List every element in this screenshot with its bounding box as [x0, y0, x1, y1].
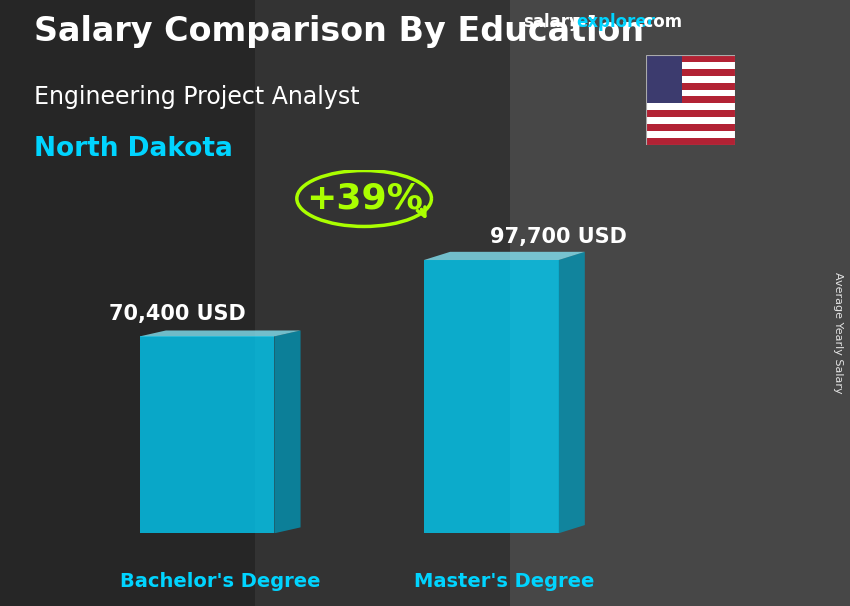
Text: explorer: explorer: [576, 13, 655, 32]
Text: 97,700 USD: 97,700 USD: [490, 227, 627, 247]
Polygon shape: [424, 252, 585, 260]
Bar: [646, 124, 735, 132]
Bar: [646, 55, 735, 62]
Bar: [646, 96, 735, 104]
Text: 70,400 USD: 70,400 USD: [109, 304, 246, 324]
Bar: [646, 68, 735, 76]
Polygon shape: [424, 260, 558, 533]
Bar: [646, 90, 735, 96]
Polygon shape: [558, 252, 585, 533]
Bar: [646, 82, 735, 90]
Bar: [646, 62, 735, 68]
Bar: [646, 118, 735, 124]
Bar: [646, 132, 735, 138]
Polygon shape: [275, 330, 301, 533]
Text: .com: .com: [638, 13, 683, 32]
Text: +39%: +39%: [306, 181, 422, 216]
Bar: [646, 55, 682, 104]
Polygon shape: [139, 330, 301, 336]
Bar: [646, 138, 735, 145]
Text: salary: salary: [523, 13, 580, 32]
Polygon shape: [139, 336, 275, 533]
Text: Engineering Project Analyst: Engineering Project Analyst: [34, 85, 360, 109]
Text: Bachelor's Degree: Bachelor's Degree: [120, 573, 320, 591]
Bar: [646, 76, 735, 82]
Text: Salary Comparison By Education: Salary Comparison By Education: [34, 15, 644, 48]
Bar: [646, 104, 735, 110]
Text: Master's Degree: Master's Degree: [414, 573, 595, 591]
Text: North Dakota: North Dakota: [34, 136, 233, 162]
Text: Average Yearly Salary: Average Yearly Salary: [833, 273, 843, 394]
Bar: [646, 110, 735, 118]
Bar: [646, 5, 682, 96]
